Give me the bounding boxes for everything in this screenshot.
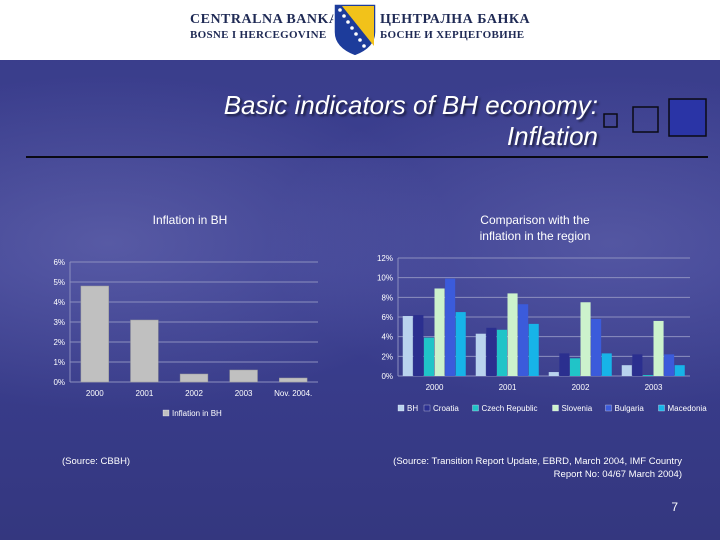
y-tick-label: 0% — [381, 372, 393, 381]
bar-macedonia — [674, 365, 685, 376]
x-tick-label: Nov. 2004. — [274, 389, 312, 398]
bar-inflation-in-bh — [80, 285, 109, 383]
source-left: (Source: CBBH) — [62, 456, 131, 467]
x-tick-label: 2001 — [499, 383, 517, 392]
title-divider — [26, 156, 708, 158]
legend-swatch — [552, 404, 559, 412]
slide-title-line1: Basic indicators of BH economy: — [223, 90, 598, 120]
large-square-icon — [668, 98, 707, 137]
source-right-line1: (Source: Transition Report Update, EBRD,… — [393, 456, 682, 467]
slide-title: Basic indicators of BH economy: Inflatio… — [178, 90, 598, 152]
x-tick-label: 2000 — [86, 389, 104, 398]
bar-czech-republic — [496, 329, 507, 376]
bar-croatia — [486, 327, 497, 376]
x-tick-label: 2001 — [136, 389, 154, 398]
slide-title-line2: Inflation — [506, 121, 598, 151]
legend-swatch — [397, 404, 405, 412]
legend-swatch — [162, 409, 170, 417]
x-tick-label: 2002 — [185, 389, 203, 398]
bar-bh — [548, 372, 559, 376]
legend-label: Macedonia — [668, 404, 708, 413]
legend-swatch — [605, 404, 612, 412]
bar-croatia — [559, 353, 570, 376]
source-right-line2: Report No: 04/67 March 2004) — [553, 469, 682, 480]
bank-name-cyrillic: ЦЕНТРАЛНА БАНКА БОСНЕ И ХЕРЦЕГОВИНЕ — [380, 12, 530, 41]
medium-square-icon — [632, 106, 659, 133]
bar-bulgaria — [591, 318, 602, 376]
legend-swatch — [423, 404, 431, 412]
x-tick-label: 2003 — [235, 389, 253, 398]
chart2-title: Comparison with the inflation in the reg… — [440, 212, 630, 244]
bar-slovenia — [507, 293, 518, 376]
legend-label: BH — [407, 404, 418, 413]
bar-inflation-in-bh — [229, 369, 258, 383]
bar-czech-republic — [569, 358, 580, 376]
bar-bh — [475, 333, 486, 376]
chart1-title: Inflation in BH — [152, 213, 228, 227]
bar-czech-republic — [423, 337, 434, 376]
x-tick-label: 2002 — [572, 383, 590, 392]
y-tick-label: 2% — [53, 338, 65, 347]
bar-slovenia — [653, 320, 664, 376]
coat-of-arms-icon — [333, 3, 377, 57]
x-tick-label: 2000 — [426, 383, 444, 392]
bar-czech-republic — [642, 375, 653, 376]
bank-name-latin-line1: CENTRALNA BANKA — [190, 12, 340, 27]
y-tick-label: 6% — [381, 313, 393, 322]
bank-name-latin: CENTRALNA BANKA BOSNE I HERCEGOVINE — [190, 12, 339, 41]
bar-slovenia — [580, 302, 591, 376]
y-tick-label: 4% — [381, 333, 393, 342]
bank-name-latin-line2: BOSNE I HERCEGOVINE — [190, 29, 327, 41]
legend-label: Slovenia — [562, 404, 593, 413]
bar-macedonia — [528, 323, 539, 376]
chart2-title-line1: Comparison with the — [480, 213, 590, 227]
legend-label: Bulgaria — [615, 404, 645, 413]
legend-label: Croatia — [433, 404, 459, 413]
y-tick-label: 6% — [53, 258, 65, 267]
bar-macedonia — [601, 353, 612, 376]
bar-inflation-in-bh — [179, 373, 209, 383]
bar-bulgaria — [664, 354, 675, 376]
bar-slovenia — [434, 288, 445, 376]
bar-bh — [621, 365, 632, 376]
legend-label: Czech Republic — [482, 404, 538, 413]
bar-inflation-in-bh — [130, 319, 159, 383]
bar-macedonia — [455, 312, 466, 376]
small-square-icon — [603, 113, 618, 128]
legend-label: Inflation in BH — [172, 409, 222, 418]
y-tick-label: 3% — [53, 318, 65, 327]
y-tick-label: 8% — [381, 293, 393, 302]
source-right: (Source: Transition Report Update, EBRD,… — [370, 455, 682, 481]
bank-name-cyrillic-line1: ЦЕНТРАЛНА БАНКА — [380, 12, 531, 27]
chart2-title-line2: inflation in the region — [479, 229, 591, 243]
y-tick-label: 0% — [53, 378, 65, 387]
x-tick-label: 2003 — [645, 383, 663, 392]
y-tick-label: 10% — [377, 274, 393, 283]
y-tick-label: 2% — [381, 352, 393, 361]
bar-bh — [402, 316, 413, 376]
bar-inflation-in-bh — [279, 377, 308, 383]
legend-swatch — [658, 404, 665, 412]
y-tick-label: 4% — [53, 298, 65, 307]
decorative-squares — [603, 98, 707, 137]
header-banner: CENTRALNA BANKA BOSNE I HERCEGOVINE ЦЕНТ… — [0, 0, 720, 60]
bar-croatia — [413, 315, 424, 376]
page-number: 7 — [671, 500, 678, 514]
y-tick-label: 1% — [53, 358, 65, 367]
y-tick-label: 12% — [377, 254, 393, 263]
bar-bulgaria — [445, 278, 456, 376]
bank-name-cyrillic-line2: БОСНЕ И ХЕРЦЕГОВИНЕ — [380, 29, 525, 41]
bar-croatia — [632, 354, 643, 376]
bar-bulgaria — [518, 304, 529, 376]
y-tick-label: 5% — [53, 278, 65, 287]
legend-swatch — [472, 404, 479, 412]
